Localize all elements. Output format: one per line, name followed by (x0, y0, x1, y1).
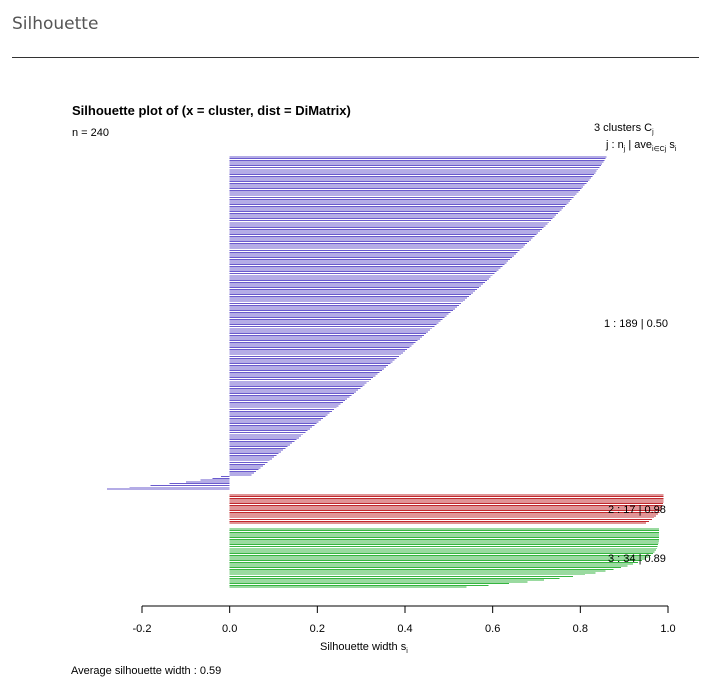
chart-title: Silhouette plot of (x = cluster, dist = … (72, 103, 351, 118)
legend-header-line1-sub: j (651, 129, 654, 136)
x-tick-label: 0.6 (485, 623, 500, 635)
x-axis: -0.2 0.0 0.2 0.4 0.6 0.8 1.0 (133, 605, 676, 635)
silhouette-bars (106, 156, 664, 588)
x-tick-label: 0.4 (397, 623, 412, 635)
svg-text:3 clusters Cj: 3 clusters Cj (594, 122, 654, 136)
x-tick-label: 0.8 (573, 623, 588, 635)
legend-header-line2-sub2: i∈Cj (652, 146, 667, 153)
chart-subtitle: n = 240 (72, 127, 109, 139)
x-tick-label: 0.2 (310, 623, 325, 635)
legend-header-line2: j : n (605, 139, 624, 151)
svg-text:j : nj | avei∈Cj si: j : nj | avei∈Cj si (605, 139, 677, 153)
x-tick-label: 1.0 (660, 623, 675, 635)
legend-header-line2-sub3: i (675, 146, 677, 153)
legend-header-line2-mid: | ave (625, 139, 652, 151)
page-title: Silhouette (12, 14, 99, 34)
x-axis-label: Silhouette width si (320, 641, 408, 655)
cluster-label-2: 2 : 17 | 0.98 (608, 504, 666, 516)
cluster-labels: 1 : 189 | 0.50 2 : 17 | 0.98 3 : 34 | 0.89 (604, 318, 668, 565)
legend-header: 3 clusters Cj j : nj | avei∈Cj si (594, 122, 677, 153)
x-tick-label: 0.0 (222, 623, 237, 635)
legend-header-line1: 3 clusters C (594, 122, 652, 134)
cluster-label-3: 3 : 34 | 0.89 (608, 553, 666, 565)
header-divider (12, 57, 699, 58)
legend-header-line2-sub1: j (623, 146, 626, 153)
cluster-label-1: 1 : 189 | 0.50 (604, 318, 668, 330)
average-silhouette-width: Average silhouette width : 0.59 (71, 665, 221, 677)
x-tick-label: -0.2 (133, 623, 152, 635)
legend-header-line2-end: s (666, 139, 675, 151)
